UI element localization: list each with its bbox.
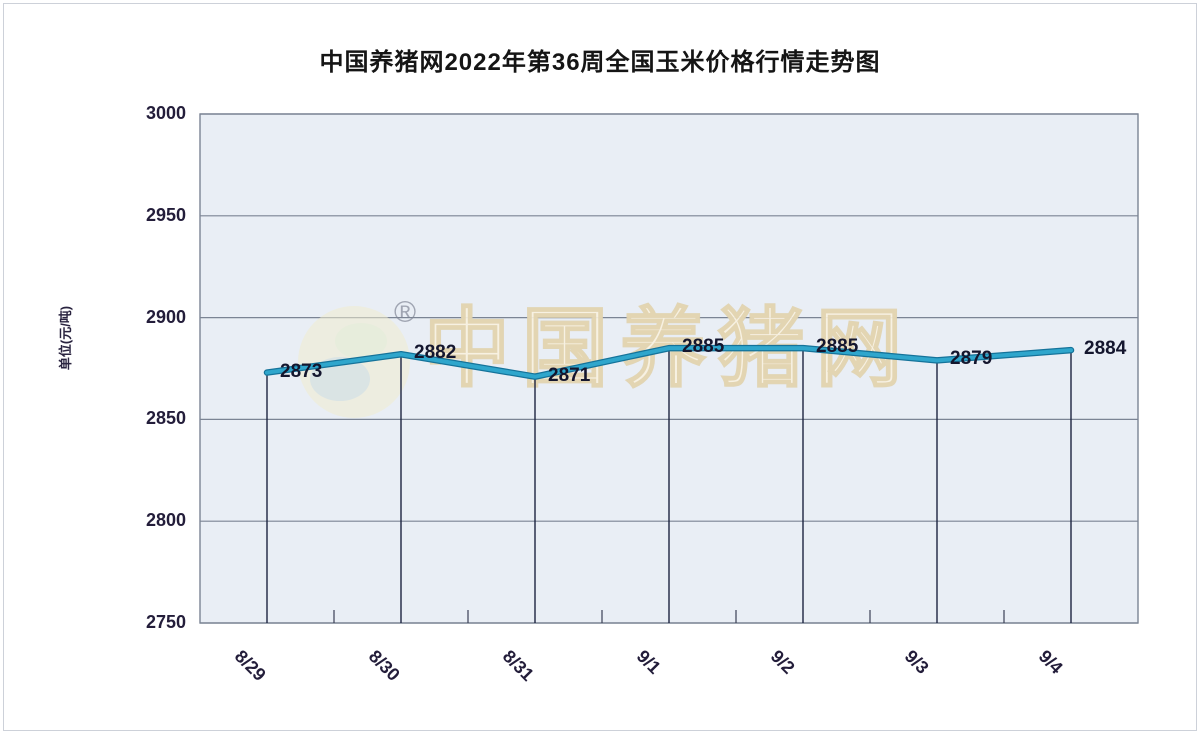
- chart-title: 中国养猪网2022年第36周全国玉米价格行情走势图: [319, 49, 881, 76]
